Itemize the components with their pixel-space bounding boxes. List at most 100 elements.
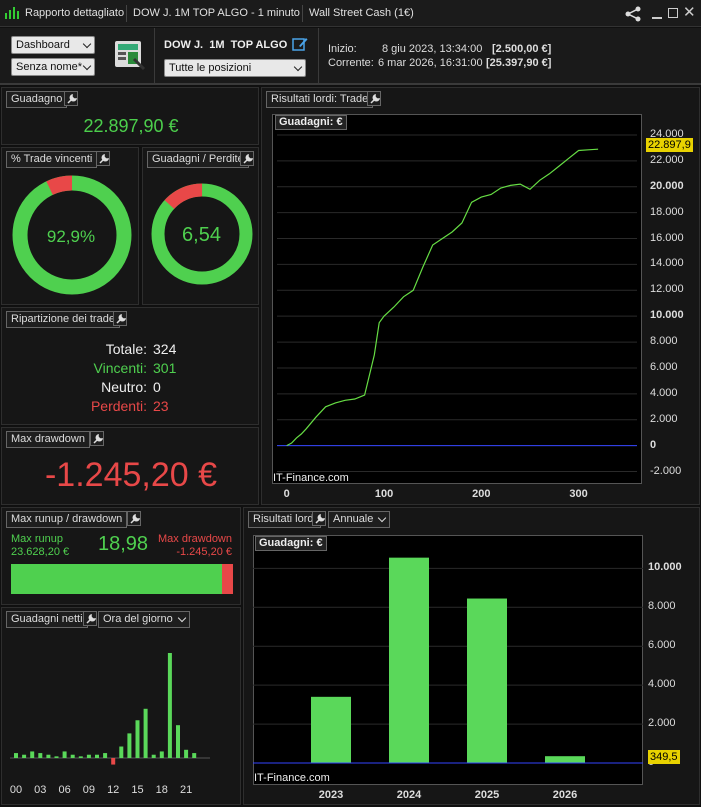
y-tick-label: 0 (650, 438, 657, 451)
strategy-title: DOW J. 1M TOP ALGO - 1 minuto (133, 7, 300, 19)
maximize-icon[interactable] (668, 8, 678, 18)
name-select[interactable]: Senza nome* (11, 58, 95, 76)
hour-bar (22, 754, 27, 758)
hourly-mode-select[interactable]: Ora del giorno (98, 611, 190, 628)
hour-bar (167, 653, 172, 758)
view-select[interactable]: Dashboard (11, 36, 95, 54)
hour-bar (30, 751, 35, 758)
year-bar (467, 598, 507, 763)
close-icon[interactable]: ✕ (683, 4, 696, 21)
annual-mode-value: Annuale (333, 513, 374, 525)
chevron-down-icon (177, 613, 186, 623)
strategy-name: DOW J. 1M TOP ALGO (164, 39, 288, 51)
strategy-icon[interactable] (114, 39, 146, 71)
y-tick-label: 10.000 (648, 561, 682, 574)
hour-bar (46, 754, 51, 758)
wrench-icon[interactable] (240, 151, 254, 166)
y-tick-label: 8.000 (648, 600, 676, 613)
hour-bar (184, 749, 189, 758)
y-tick-label: 6.000 (650, 360, 678, 373)
wrench-icon[interactable] (83, 611, 97, 626)
gain-loss-value: 6,54 (182, 224, 221, 246)
hour-bar (14, 753, 18, 758)
panel-title: Max drawdown (6, 431, 90, 448)
annual-mode-select[interactable]: Annuale (328, 511, 391, 528)
trades-equity-chart (277, 134, 637, 473)
title-bar: Rapporto dettagliato DOW J. 1M TOP ALGO … (0, 0, 701, 27)
wrench-icon[interactable] (367, 91, 381, 106)
current-value-label: 22.897,9 (646, 138, 693, 152)
trades-chart-panel: Risultati lordi: Trade Guadagni: € IT-Fi… (261, 87, 700, 505)
win-rate-value: 92,9% (46, 227, 96, 246)
wrench-icon[interactable] (90, 431, 104, 446)
neutral-label: Neutro: (101, 379, 147, 395)
wrench-icon[interactable] (64, 91, 78, 106)
loss-label: Perdenti: (90, 398, 147, 414)
x-tick-label: 18 (155, 784, 168, 796)
start-date: 8 giu 2023, 13:34:00 (382, 43, 483, 55)
wrench-icon[interactable] (113, 311, 127, 326)
x-tick-label: 06 (58, 784, 71, 796)
x-tick-label: 2024 (396, 789, 422, 801)
current-value-label: 349,5 (648, 750, 680, 764)
total-label: Totale: (105, 341, 147, 357)
edit-icon[interactable] (292, 36, 308, 52)
x-tick-label: 2023 (318, 789, 344, 801)
start-value: [2.500,00 €] (492, 43, 552, 55)
wrench-icon[interactable] (127, 511, 141, 526)
y-tick-label: 8.000 (650, 335, 678, 348)
y-tick-label: 2.000 (650, 412, 678, 425)
ratio-value: 18,98 (97, 533, 149, 555)
positions-select-value: Tutte le posizioni (169, 62, 252, 74)
total-value: 324 (153, 341, 177, 357)
report-title: Rapporto dettagliato (25, 7, 125, 19)
share-icon[interactable] (624, 6, 642, 22)
win-label: Vincenti: (93, 360, 147, 376)
chevron-down-icon (82, 61, 92, 71)
runup-panel: Max runup / drawdown Max runup 23.628,20… (1, 507, 241, 605)
hour-bar (143, 708, 148, 758)
panel-title: Guadagni / Perdite (147, 151, 249, 168)
y-tick-label: 12.000 (650, 283, 684, 296)
divider (318, 28, 319, 85)
divider (126, 5, 127, 22)
x-tick-label: 12 (107, 784, 120, 796)
gain-value: 22.897,90 € (83, 116, 179, 136)
y-tick-label: 18.000 (650, 205, 684, 218)
wrench-icon[interactable] (312, 511, 326, 526)
current-value: [25.397,90 €] (486, 57, 552, 69)
hourly-mode-value: Ora del giorno (103, 613, 173, 625)
chevron-down-icon (82, 39, 92, 49)
chevron-down-icon (378, 513, 387, 523)
max-drawdown-panel: Max drawdown -1.245,20 € (1, 427, 259, 505)
watermark: IT-Finance.com (273, 472, 349, 484)
chevron-down-icon (293, 62, 303, 72)
drawdown-value: -1.245,20 € (176, 546, 232, 558)
loss-value: 23 (153, 398, 169, 414)
max-drawdown-value: -1.245,20 € (44, 456, 218, 494)
hour-bar (70, 754, 75, 758)
hour-bar (151, 754, 156, 758)
year-bar (389, 557, 429, 763)
chart-tag: Guadagni: € (275, 115, 347, 130)
win-rate-panel: % Trade vincenti 92,9% (1, 147, 139, 305)
y-tick-label: 24.000 (650, 127, 684, 140)
chart-tag: Guadagni: € (255, 536, 327, 551)
wrench-icon[interactable] (96, 151, 110, 166)
gain-panel: Guadagno 22.897,90 € (1, 87, 259, 145)
hour-bar (95, 754, 99, 758)
x-tick-label: 03 (34, 784, 47, 796)
x-tick-label: 300 (569, 488, 588, 500)
runup-fill (11, 564, 222, 594)
start-label: Inizio: (328, 43, 357, 55)
annual-bar-chart (253, 557, 643, 764)
x-tick-label: 2026 (552, 789, 578, 801)
gain-loss-donut (151, 183, 253, 285)
panel-title: Max runup / drawdown (6, 511, 128, 528)
positions-select[interactable]: Tutte le posizioni (164, 59, 306, 77)
minimize-icon[interactable] (652, 17, 662, 19)
current-label: Corrente: (328, 57, 374, 69)
year-bar (311, 696, 351, 763)
x-tick-label: 2025 (474, 789, 500, 801)
